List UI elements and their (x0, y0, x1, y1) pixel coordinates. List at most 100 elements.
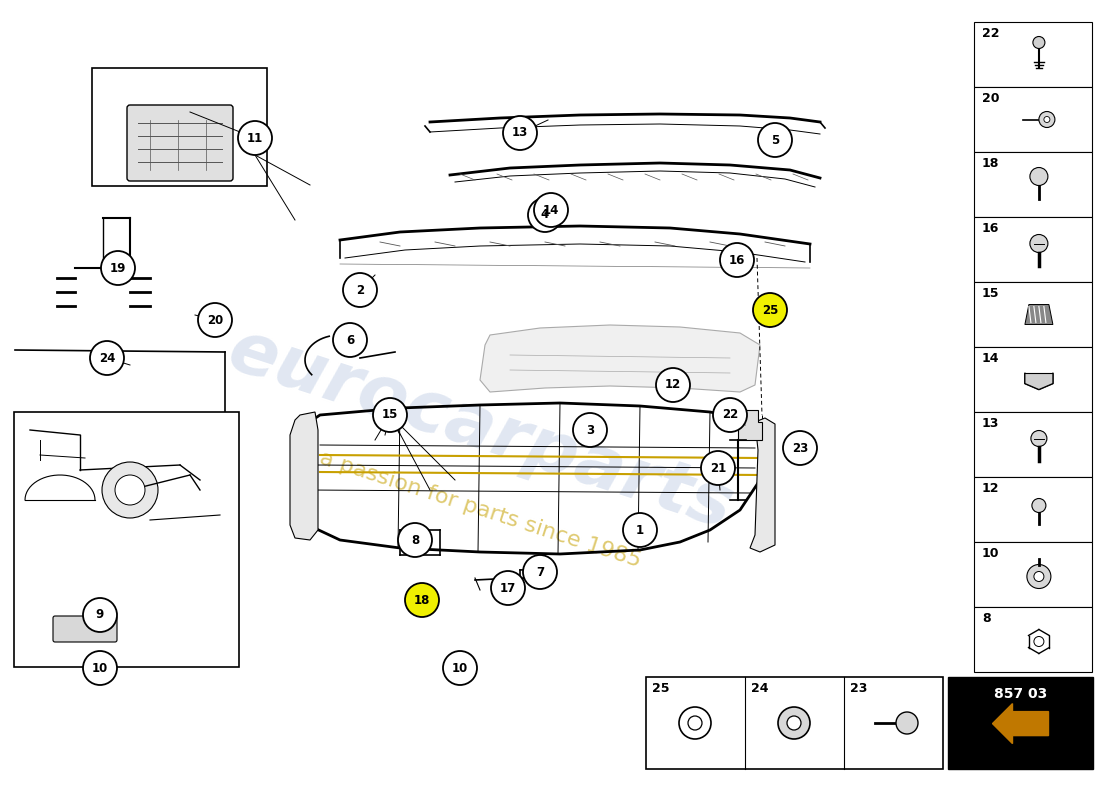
Circle shape (758, 123, 792, 157)
Text: 21: 21 (710, 462, 726, 474)
Circle shape (405, 583, 439, 617)
Text: 16: 16 (982, 222, 1000, 235)
Polygon shape (992, 704, 1048, 744)
Text: 12: 12 (982, 482, 1000, 495)
Text: 16: 16 (729, 254, 745, 266)
Circle shape (101, 251, 135, 285)
Circle shape (1038, 111, 1055, 127)
Text: 14: 14 (542, 203, 559, 217)
FancyBboxPatch shape (53, 616, 117, 642)
Bar (974, 152, 1092, 217)
Text: 5: 5 (771, 134, 779, 146)
Polygon shape (1025, 305, 1053, 325)
Circle shape (238, 121, 272, 155)
Circle shape (503, 116, 537, 150)
Circle shape (1044, 117, 1049, 122)
Text: 22: 22 (982, 27, 1000, 40)
Text: 7: 7 (536, 566, 544, 578)
Circle shape (701, 451, 735, 485)
Circle shape (443, 651, 477, 685)
Bar (974, 282, 1092, 347)
Text: 10: 10 (982, 547, 1000, 560)
Polygon shape (290, 412, 318, 540)
Text: 18: 18 (982, 157, 1000, 170)
Bar (974, 217, 1092, 282)
Text: 857 03: 857 03 (994, 686, 1047, 701)
Circle shape (534, 193, 568, 227)
Circle shape (528, 198, 562, 232)
Text: 4: 4 (541, 209, 549, 222)
Text: 9: 9 (96, 609, 104, 622)
Bar (92, 68, 267, 186)
Bar (974, 347, 1092, 412)
Text: a passion for parts since 1985: a passion for parts since 1985 (317, 449, 644, 571)
Circle shape (1034, 571, 1044, 582)
Bar (974, 542, 1092, 607)
Polygon shape (750, 418, 776, 552)
Bar (948, 677, 1093, 769)
Circle shape (90, 341, 124, 375)
Text: 2: 2 (356, 283, 364, 297)
Bar (646, 677, 943, 769)
Text: 13: 13 (512, 126, 528, 139)
Circle shape (198, 303, 232, 337)
Text: 1: 1 (636, 523, 645, 537)
Circle shape (343, 273, 377, 307)
Text: 3: 3 (586, 423, 594, 437)
Text: 19: 19 (110, 262, 126, 274)
Bar (974, 412, 1092, 477)
Bar (974, 607, 1092, 672)
Text: 17: 17 (499, 582, 516, 594)
Circle shape (754, 293, 786, 327)
Bar (974, 477, 1092, 542)
Polygon shape (480, 325, 760, 392)
Text: 18: 18 (414, 594, 430, 606)
Circle shape (116, 475, 145, 505)
Circle shape (1030, 234, 1048, 253)
Text: 8: 8 (411, 534, 419, 546)
Circle shape (656, 368, 690, 402)
Text: 20: 20 (207, 314, 223, 326)
Circle shape (102, 462, 158, 518)
Circle shape (713, 398, 747, 432)
Text: eurocarparts: eurocarparts (219, 316, 741, 544)
Circle shape (573, 413, 607, 447)
Text: 6: 6 (345, 334, 354, 346)
Text: 15: 15 (382, 409, 398, 422)
FancyBboxPatch shape (126, 105, 233, 181)
Circle shape (1033, 37, 1045, 49)
Circle shape (778, 707, 810, 739)
Polygon shape (738, 410, 762, 440)
Text: 24: 24 (751, 682, 769, 695)
Text: 25: 25 (652, 682, 670, 695)
Bar (10, 8, 970, 792)
Circle shape (1031, 430, 1047, 446)
Text: 10: 10 (92, 662, 108, 674)
Circle shape (522, 555, 557, 589)
Text: 12: 12 (664, 378, 681, 391)
Bar (974, 87, 1092, 152)
Polygon shape (1025, 374, 1053, 390)
Text: 20: 20 (982, 92, 1000, 105)
Text: 15: 15 (982, 287, 1000, 300)
Circle shape (82, 598, 117, 632)
Bar (14, 412, 239, 667)
Circle shape (373, 398, 407, 432)
Bar (974, 22, 1092, 87)
Text: 23: 23 (850, 682, 868, 695)
Circle shape (1030, 167, 1048, 186)
Circle shape (398, 523, 432, 557)
Circle shape (623, 513, 657, 547)
Circle shape (720, 243, 754, 277)
Text: 23: 23 (792, 442, 808, 454)
Circle shape (82, 651, 117, 685)
Circle shape (491, 571, 525, 605)
Circle shape (679, 707, 711, 739)
Circle shape (688, 716, 702, 730)
Circle shape (896, 712, 918, 734)
Circle shape (786, 716, 801, 730)
Text: 11: 11 (246, 131, 263, 145)
Circle shape (783, 431, 817, 465)
Text: 22: 22 (722, 409, 738, 422)
Text: 25: 25 (762, 303, 778, 317)
